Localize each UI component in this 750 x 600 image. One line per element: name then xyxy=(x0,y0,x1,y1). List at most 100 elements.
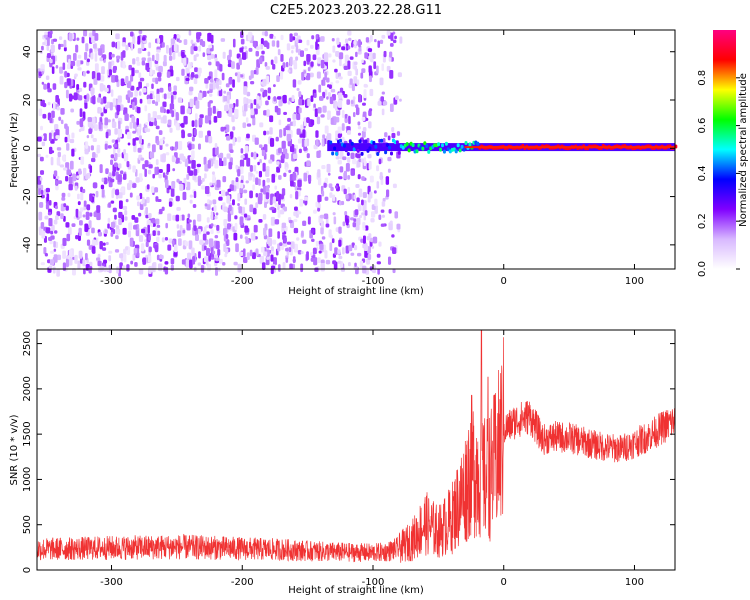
spectral-line-cell xyxy=(425,144,429,149)
spectrogram-noise-cell xyxy=(306,39,310,46)
spectrogram-noise-cell xyxy=(176,34,181,39)
spectrogram-y-tick-label: 0 xyxy=(22,145,33,151)
spectrogram-noise-cell xyxy=(55,180,58,186)
spectrogram-noise-cell xyxy=(370,218,375,223)
spectrogram-noise-cell xyxy=(131,67,135,77)
spectrogram-noise-cell xyxy=(361,176,365,181)
spectrogram-noise-cell xyxy=(319,214,325,219)
spectrogram-noise-cell xyxy=(199,114,204,119)
spectrogram-noise-cell xyxy=(157,263,163,272)
spectrogram-noise-cell xyxy=(263,227,267,236)
spectrogram-noise-cell xyxy=(344,210,348,216)
spectrogram-noise-cell xyxy=(220,126,225,132)
spectrogram-noise-cell xyxy=(185,67,190,74)
spectrogram-noise-cell xyxy=(141,60,146,66)
spectrogram-noise-cell xyxy=(266,256,270,261)
spectral-line-cell xyxy=(384,150,388,155)
spectrogram-noise-cell xyxy=(108,52,113,60)
spectrogram-noise-cell xyxy=(156,254,160,261)
spectrogram-noise-cell xyxy=(138,173,143,183)
spectrogram-noise-cell xyxy=(185,77,190,82)
spectrogram-noise-cell xyxy=(282,62,286,69)
spectrogram-noise-cell xyxy=(100,184,105,190)
spectrogram-noise-cell xyxy=(280,54,284,62)
spectrogram-noise-cell xyxy=(389,220,393,224)
spectrogram-noise-cell xyxy=(315,201,319,208)
spectrogram-noise-cell xyxy=(306,251,309,261)
spectrogram-noise-cell xyxy=(118,200,123,209)
spectrogram-noise-cell xyxy=(326,96,329,100)
spectrogram-noise-cell xyxy=(110,200,115,204)
spectrogram-noise-cell xyxy=(321,236,326,240)
spectrogram-noise-cell xyxy=(193,190,197,199)
spectrogram-noise-cell xyxy=(347,186,351,193)
spectrogram-noise-cell xyxy=(164,236,169,241)
spectrogram-noise-cell xyxy=(158,169,163,173)
spectrogram-noise-cell xyxy=(53,219,58,225)
spectral-line-cell xyxy=(329,140,333,145)
spectrogram-noise-cell xyxy=(84,223,89,232)
spectrogram-noise-cell xyxy=(265,100,269,106)
spectrogram-noise-cell xyxy=(232,199,235,206)
spectrogram-noise-cell xyxy=(62,237,67,246)
colorbar-gradient xyxy=(713,30,736,269)
spectrogram-noise-cell xyxy=(213,205,217,212)
spectral-line-cell xyxy=(389,151,393,156)
spectrogram-noise-cell xyxy=(127,142,131,146)
spectrogram-noise-cell xyxy=(71,148,75,157)
spectrogram-noise-cell xyxy=(249,190,253,199)
spectrogram-noise-cell xyxy=(96,72,101,81)
spectrogram-noise-cell xyxy=(175,112,179,121)
spectrogram-noise-cell xyxy=(90,87,95,95)
spectrogram-noise-cell xyxy=(41,70,45,75)
spectrogram-noise-cell xyxy=(188,259,193,269)
spectrogram-noise-cell xyxy=(185,259,190,268)
spectrogram-noise-cell xyxy=(359,214,363,219)
spectrogram-noise-cell xyxy=(243,213,248,218)
spectrogram-noise-cell xyxy=(56,106,60,111)
spectrogram-noise-cell xyxy=(373,190,377,194)
spectrogram-noise-cell xyxy=(167,244,172,251)
spectral-line-cell xyxy=(460,144,464,149)
spectrogram-noise-cell xyxy=(223,90,227,94)
spectrogram-noise-cell xyxy=(48,132,52,142)
spectrogram-noise-cell xyxy=(125,75,129,84)
spectrogram-noise-cell xyxy=(158,208,163,215)
spectrogram-noise-cell xyxy=(228,107,233,117)
spectrogram-noise-cell xyxy=(74,73,78,77)
spectrogram-noise-cell xyxy=(193,225,197,232)
spectrogram-noise-cell xyxy=(364,210,368,216)
spectrogram-noise-cell xyxy=(273,84,276,88)
spectrogram-noise-cell xyxy=(320,227,324,235)
spectrogram-noise-cell xyxy=(269,115,274,123)
spectrogram-noise-cell xyxy=(67,227,72,235)
spectral-line-cell xyxy=(366,148,370,153)
spectrogram-noise-cell xyxy=(86,58,90,63)
spectrogram-noise-cell xyxy=(50,150,55,154)
spectrogram-noise-cell xyxy=(58,36,63,40)
spectrogram-noise-cell xyxy=(242,110,247,117)
spectrogram-noise-cell xyxy=(250,70,254,79)
spectrogram-noise-cell xyxy=(334,247,338,256)
spectrogram-noise-cell xyxy=(209,78,214,83)
spectrogram-noise-cell xyxy=(197,262,202,266)
spectrogram-noise-cell xyxy=(123,107,128,116)
spectrogram-noise-cell xyxy=(64,81,68,89)
spectrogram-noise-cell xyxy=(162,101,167,108)
spectrogram-noise-cell xyxy=(101,189,105,198)
spectrogram-noise-cell xyxy=(75,235,79,240)
spectrogram-noise-cell xyxy=(171,181,176,189)
spectrogram-noise-cell xyxy=(318,250,322,254)
spectrogram-noise-cell xyxy=(312,247,317,255)
spectrogram-noise-cell xyxy=(317,194,322,202)
spectrogram-noise-cell xyxy=(237,263,242,273)
spectrogram-noise-cell xyxy=(187,133,192,138)
spectrogram-noise-cell xyxy=(57,151,61,158)
spectrogram-noise-cell xyxy=(110,178,115,183)
spectrogram-noise-cell xyxy=(274,203,278,207)
spectrogram-noise-cell xyxy=(366,236,371,241)
spectrogram-noise-cell xyxy=(150,117,155,123)
spectrogram-noise-cell xyxy=(341,110,345,119)
spectrogram-noise-cell xyxy=(83,268,86,275)
spectrogram-noise-cell xyxy=(344,118,348,123)
